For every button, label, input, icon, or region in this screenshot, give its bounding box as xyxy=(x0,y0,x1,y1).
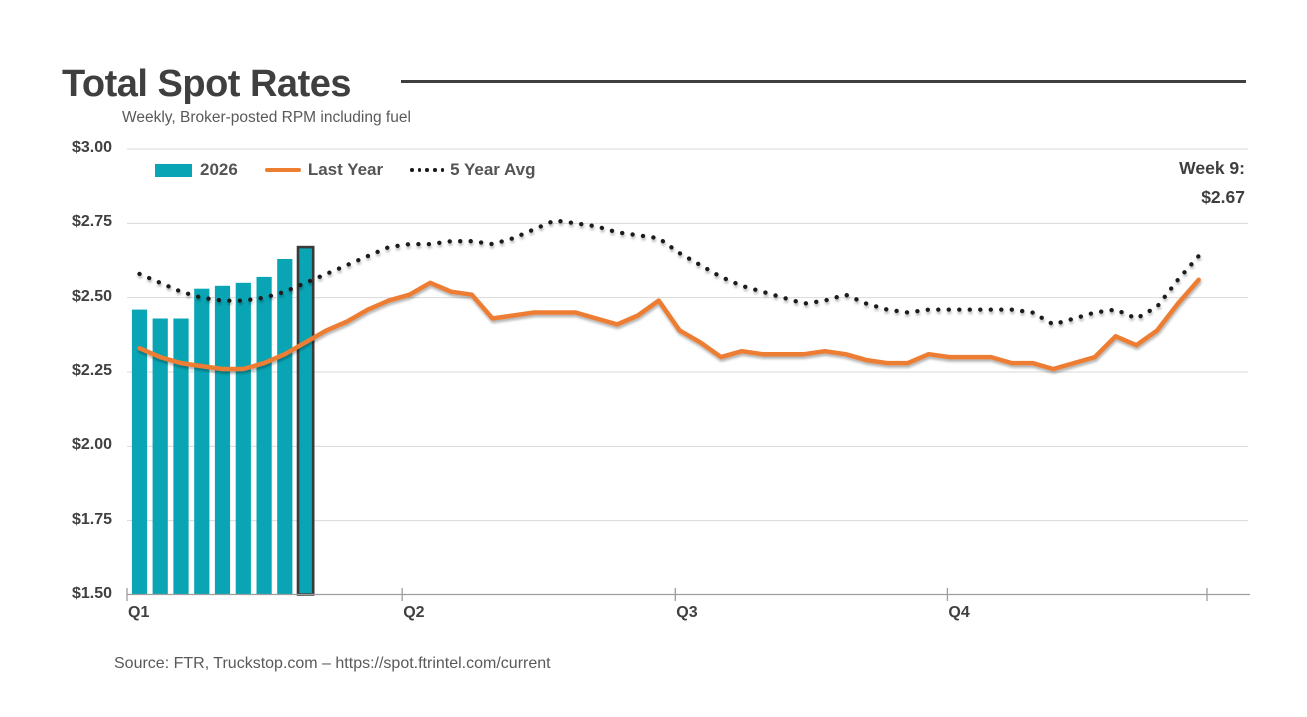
chart-legend: 2026 Last Year 5 Year Avg xyxy=(155,160,535,180)
annotation-value-label: $2.67 xyxy=(1201,187,1245,207)
legend-item-last-year: Last Year xyxy=(264,160,384,180)
y-axis-label: $1.50 xyxy=(71,585,112,602)
latest-value-annotation: Week 9: $2.67 xyxy=(1179,154,1245,212)
bar-2026-w6 xyxy=(235,282,251,595)
legend-dotted-swatch-icon xyxy=(410,168,445,172)
bar-2026-w1 xyxy=(131,309,148,595)
legend-line-swatch-icon xyxy=(264,167,301,173)
bar-2026-w5 xyxy=(214,285,231,595)
title-underline xyxy=(401,80,1246,83)
legend-label: 2026 xyxy=(200,160,238,179)
legend-item-2026: 2026 xyxy=(155,160,238,180)
bar-2026-w4 xyxy=(194,288,210,595)
bar-2026-w3 xyxy=(173,318,189,595)
5-year-avg-line xyxy=(137,218,1201,327)
bar-2026-w8 xyxy=(277,259,293,595)
y-axis-label: $2.75 xyxy=(71,213,112,231)
y-axis-label: $2.00 xyxy=(71,436,112,454)
last-year-line xyxy=(137,277,1201,372)
x-axis-label-q4: Q4 xyxy=(948,604,970,621)
annotation-week-label: Week 9: xyxy=(1179,158,1245,178)
legend-item-5-year-avg: 5 Year Avg xyxy=(410,160,535,180)
bar-2026-w7 xyxy=(256,276,272,595)
bar-2026-w2 xyxy=(152,318,168,595)
y-axis-label: $2.25 xyxy=(71,362,112,379)
legend-label: Last Year xyxy=(307,160,384,179)
x-axis-label-q3: Q3 xyxy=(676,604,698,621)
y-axis-label: $1.75 xyxy=(71,510,112,528)
y-axis-label: $3.00 xyxy=(71,139,112,156)
x-axis-label-q2: Q2 xyxy=(403,604,425,621)
chart-subtitle: Weekly, Broker-posted RPM including fuel xyxy=(122,109,411,126)
legend-label: 5 Year Avg xyxy=(450,160,536,179)
legend-bar-swatch-icon xyxy=(155,163,192,177)
page-title: Total Spot Rates xyxy=(62,63,352,106)
y-axis-label: $2.50 xyxy=(71,287,112,305)
bar-2026-w9 xyxy=(296,245,315,596)
x-axis-label-q1: Q1 xyxy=(128,604,150,621)
source-note: Source: FTR, Truckstop.com – https://spo… xyxy=(114,655,551,672)
